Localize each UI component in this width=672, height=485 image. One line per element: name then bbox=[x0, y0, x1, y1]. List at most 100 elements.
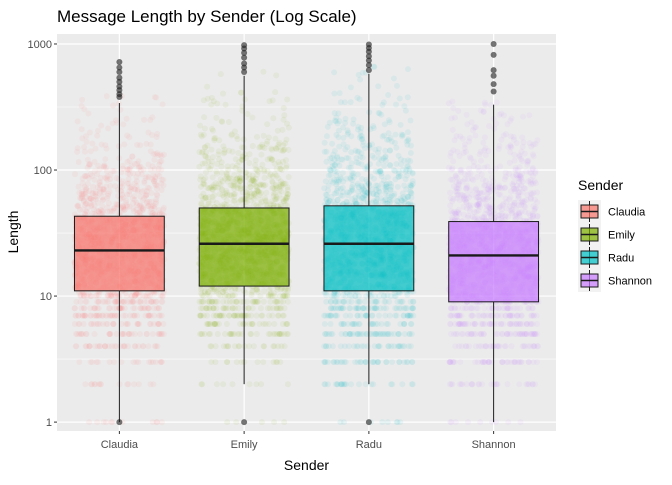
jitter-point bbox=[382, 154, 388, 160]
jitter-point bbox=[207, 166, 213, 172]
jitter-point bbox=[236, 199, 242, 205]
jitter-point bbox=[94, 133, 100, 139]
jitter-point bbox=[81, 321, 87, 327]
jitter-point bbox=[151, 157, 157, 163]
jitter-point bbox=[362, 299, 368, 305]
jitter-point bbox=[241, 299, 247, 305]
jitter-point bbox=[106, 305, 112, 311]
jitter-point bbox=[76, 359, 82, 365]
jitter-point bbox=[369, 141, 375, 147]
jitter-point bbox=[246, 343, 252, 349]
jitter-point bbox=[226, 119, 232, 125]
jitter-point bbox=[409, 359, 415, 365]
jitter-point bbox=[74, 149, 80, 155]
jitter-point bbox=[376, 110, 382, 116]
jitter-point bbox=[385, 174, 391, 180]
jitter-point bbox=[460, 305, 466, 311]
jitter-point bbox=[398, 122, 404, 128]
jitter-point bbox=[350, 121, 356, 127]
jitter-point bbox=[259, 419, 265, 425]
jitter-point bbox=[124, 381, 130, 387]
jitter-point bbox=[124, 133, 130, 139]
jitter-point bbox=[200, 181, 206, 187]
jitter-point bbox=[225, 179, 231, 185]
jitter-point bbox=[204, 321, 210, 327]
jitter-point bbox=[267, 299, 273, 305]
jitter-point bbox=[285, 331, 291, 337]
chart-title: Message Length by Sender (Log Scale) bbox=[57, 7, 357, 26]
jitter-point bbox=[343, 313, 349, 319]
jitter-point bbox=[386, 193, 392, 199]
jitter-point bbox=[131, 381, 137, 387]
jitter-point bbox=[238, 90, 244, 96]
jitter-point bbox=[333, 190, 339, 196]
jitter-point bbox=[278, 299, 284, 305]
jitter-point bbox=[353, 321, 359, 327]
jitter-point bbox=[243, 290, 249, 296]
jitter-point bbox=[218, 176, 224, 182]
jitter-point bbox=[214, 101, 220, 107]
jitter-point bbox=[520, 144, 526, 150]
jitter-point bbox=[202, 290, 208, 296]
jitter-point bbox=[393, 145, 399, 151]
jitter-point bbox=[160, 321, 166, 327]
jitter-point bbox=[389, 359, 395, 365]
jitter-point bbox=[334, 359, 340, 365]
jitter-point bbox=[104, 177, 110, 183]
jitter-point bbox=[159, 299, 165, 305]
jitter-point bbox=[261, 133, 267, 139]
jitter-point bbox=[200, 161, 206, 167]
jitter-point bbox=[271, 191, 277, 197]
jitter-point bbox=[344, 155, 350, 161]
jitter-point bbox=[360, 155, 366, 161]
jitter-point bbox=[96, 299, 102, 305]
jitter-point bbox=[141, 299, 147, 305]
jitter-point bbox=[148, 299, 154, 305]
jitter-point bbox=[340, 185, 346, 191]
jitter-point bbox=[147, 313, 153, 319]
jitter-point bbox=[344, 189, 350, 195]
jitter-point bbox=[248, 331, 254, 337]
jitter-point bbox=[214, 200, 220, 206]
jitter-point bbox=[387, 162, 393, 168]
jitter-point bbox=[249, 290, 255, 296]
jitter-point bbox=[333, 313, 339, 319]
jitter-point bbox=[375, 169, 381, 175]
jitter-point bbox=[213, 169, 219, 175]
jitter-point bbox=[261, 167, 267, 173]
jitter-point bbox=[399, 133, 405, 139]
jitter-point bbox=[124, 116, 130, 122]
jitter-point bbox=[154, 134, 160, 140]
jitter-point bbox=[473, 133, 479, 139]
jitter-point bbox=[338, 381, 344, 387]
jitter-point bbox=[158, 293, 164, 299]
jitter-point bbox=[145, 343, 151, 349]
jitter-point bbox=[281, 419, 287, 425]
jitter-point bbox=[135, 187, 141, 193]
jitter-point bbox=[338, 321, 344, 327]
jitter-point bbox=[520, 114, 526, 120]
jitter-point bbox=[397, 419, 403, 425]
jitter-point bbox=[132, 305, 138, 311]
jitter-point bbox=[335, 291, 341, 297]
jitter-point bbox=[333, 381, 339, 387]
jitter-point bbox=[215, 152, 221, 158]
jitter-point bbox=[83, 331, 89, 337]
jitter-point bbox=[75, 118, 81, 124]
jitter-point bbox=[209, 194, 215, 200]
jitter-point bbox=[401, 158, 407, 164]
jitter-point bbox=[204, 313, 210, 319]
jitter-point bbox=[233, 419, 239, 425]
jitter-point bbox=[112, 313, 118, 319]
jitter-point bbox=[144, 293, 150, 299]
jitter-point bbox=[218, 182, 224, 188]
jitter-point bbox=[159, 187, 165, 193]
jitter-point bbox=[406, 331, 412, 337]
jitter-point bbox=[212, 359, 218, 365]
jitter-point bbox=[144, 331, 150, 337]
jitter-point bbox=[247, 381, 253, 387]
jitter-point bbox=[197, 123, 203, 129]
jitter-point bbox=[118, 188, 124, 194]
jitter-point bbox=[516, 321, 522, 327]
